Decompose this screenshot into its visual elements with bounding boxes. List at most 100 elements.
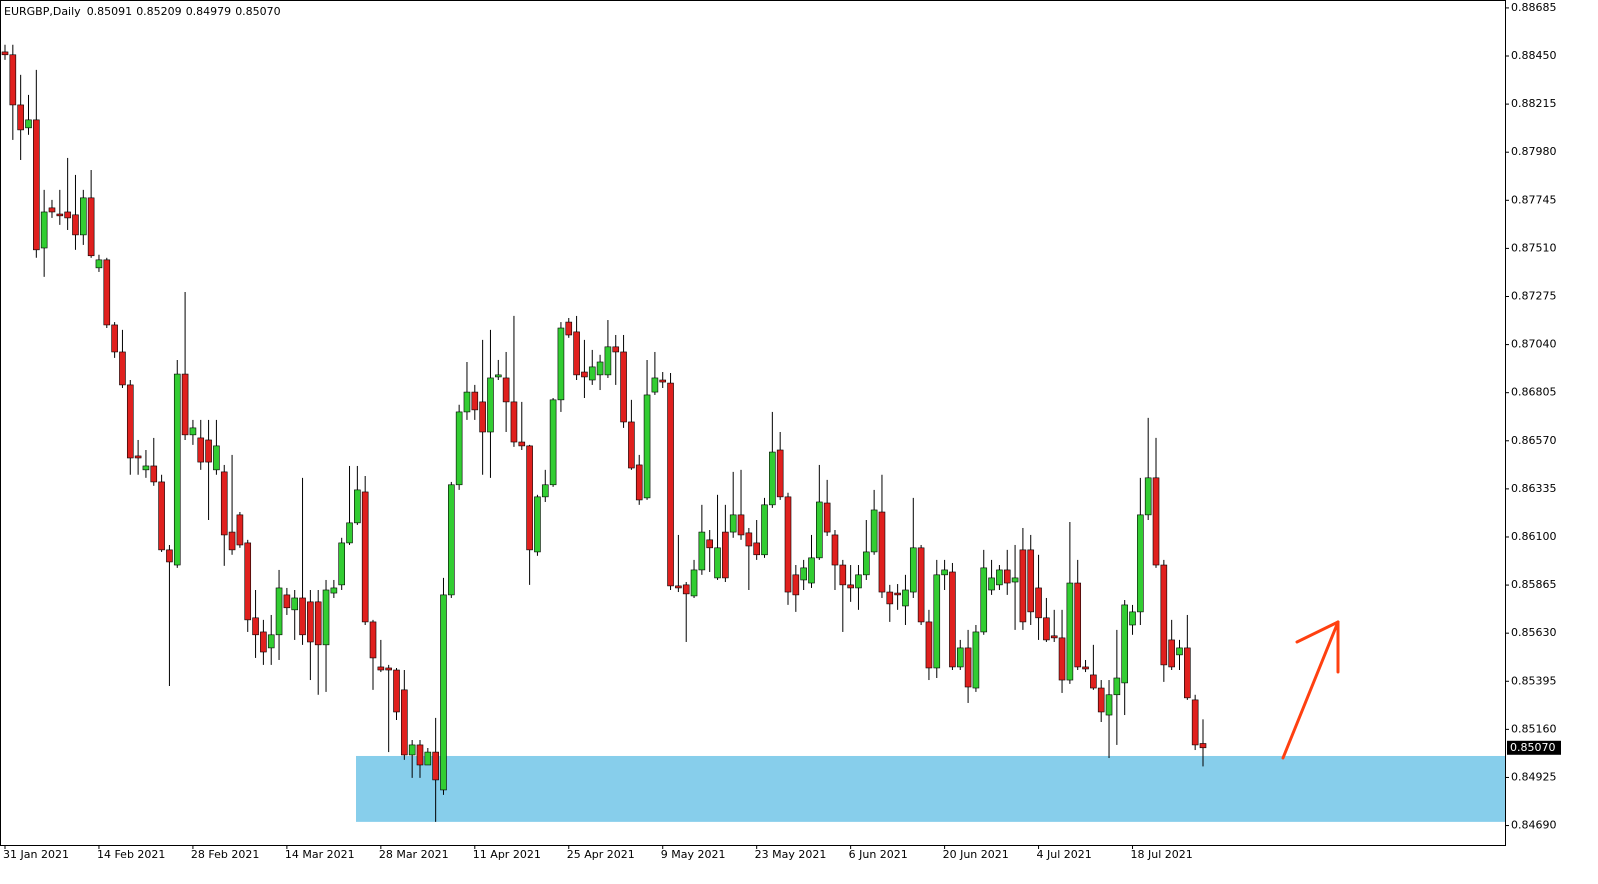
candle-body	[549, 399, 557, 486]
candle-body	[1066, 582, 1074, 681]
candle-body	[1058, 637, 1066, 681]
candle-body	[1003, 569, 1011, 584]
candle-body	[432, 751, 439, 781]
candle-body	[393, 669, 400, 713]
candle-body	[322, 589, 330, 646]
candle-body	[745, 532, 753, 547]
candle-body	[996, 569, 1003, 586]
y-tick-label: 0.88215	[1511, 97, 1557, 110]
candle-body	[80, 197, 87, 236]
y-tick-label: 0.87275	[1511, 289, 1557, 302]
candle-body	[33, 119, 40, 251]
candle-body	[831, 534, 839, 566]
candle-body	[784, 496, 792, 593]
candle-body	[1019, 549, 1027, 623]
candle-body	[573, 331, 580, 376]
candle-body	[142, 465, 150, 471]
candle-body	[1137, 514, 1144, 613]
arrow-head	[1295, 620, 1340, 644]
candle-body	[424, 751, 432, 766]
candle-body	[463, 391, 471, 413]
y-tick-label: 0.85395	[1511, 674, 1557, 687]
candle-body	[95, 259, 103, 269]
candle-body	[1, 51, 9, 56]
candle-body	[87, 197, 95, 257]
candle-body	[1113, 677, 1121, 696]
x-tick-label: 23 May 2021	[755, 848, 827, 861]
candle-body	[620, 351, 627, 423]
candle-body	[307, 601, 314, 643]
candle-body	[581, 371, 588, 378]
candle-body	[675, 585, 682, 589]
candle-body	[126, 384, 134, 459]
low-label: 0.84979	[186, 5, 232, 18]
candle-body	[1074, 582, 1082, 668]
candle-body	[776, 449, 784, 498]
candle-body	[1121, 604, 1128, 684]
candle-body	[48, 207, 56, 213]
candle-body	[72, 214, 79, 236]
candle-body	[377, 666, 385, 671]
candle-body	[596, 361, 604, 376]
candle-body	[635, 464, 643, 501]
y-tick-label: 0.84925	[1511, 770, 1557, 783]
x-tick-label: 14 Feb 2021	[97, 848, 165, 861]
candle-body	[1035, 587, 1042, 619]
candle-body	[1129, 611, 1136, 626]
arrow-shaft	[1281, 620, 1340, 760]
candle-body	[659, 379, 667, 383]
candle-body	[1105, 694, 1113, 716]
candle-body	[761, 504, 768, 556]
candle-body	[369, 621, 377, 659]
x-tick-label: 20 Jun 2021	[943, 848, 1009, 861]
candle-body	[494, 374, 502, 378]
y-tick-label: 0.86570	[1511, 434, 1557, 447]
candle-body	[25, 119, 32, 129]
candle-body	[1184, 647, 1191, 699]
candle-body	[283, 594, 291, 609]
candle-body	[40, 211, 48, 249]
candle-body	[1050, 635, 1058, 639]
candle-body	[941, 569, 948, 576]
candle-body	[862, 551, 870, 576]
candle-body	[588, 366, 596, 381]
candle-body	[205, 439, 212, 463]
candle-body	[792, 574, 800, 596]
candle-body	[119, 351, 126, 386]
candle-body	[933, 574, 941, 669]
candle-body	[267, 634, 275, 649]
header: EURGBP,Daily 0.85091 0.85209 0.84979 0.85070	[4, 5, 281, 18]
candle-body	[103, 259, 111, 326]
candle-body	[628, 421, 635, 469]
candle-body	[510, 401, 518, 443]
candle-body	[816, 501, 823, 559]
candle-body	[416, 744, 424, 766]
candle-body	[189, 427, 197, 436]
candle-body	[847, 584, 854, 589]
candle-body	[440, 594, 447, 791]
candle-body	[769, 451, 776, 506]
y-tick-label: 0.86335	[1511, 482, 1557, 495]
y-tick-label: 0.87745	[1511, 193, 1557, 206]
x-tick-label: 25 Apr 2021	[567, 848, 635, 861]
x-tick-label: 11 Apr 2021	[473, 848, 541, 861]
arrow	[1281, 620, 1340, 760]
candle-body	[56, 213, 64, 217]
candle-body	[534, 496, 541, 553]
candle-body	[855, 574, 862, 589]
candle-body	[275, 587, 283, 636]
support-zone	[356, 755, 1505, 822]
candle-body	[902, 589, 909, 607]
candle-body	[401, 689, 408, 756]
candle-body	[236, 514, 244, 546]
candle-body	[980, 567, 988, 633]
candle-body	[714, 547, 721, 579]
candle-body	[964, 647, 972, 688]
candle-body	[1027, 549, 1035, 613]
candle-body	[1090, 674, 1097, 689]
candle-body	[354, 489, 361, 524]
candle-body	[385, 667, 392, 671]
plot-frame	[0, 0, 1506, 846]
y-tick-label: 0.85865	[1511, 578, 1557, 591]
